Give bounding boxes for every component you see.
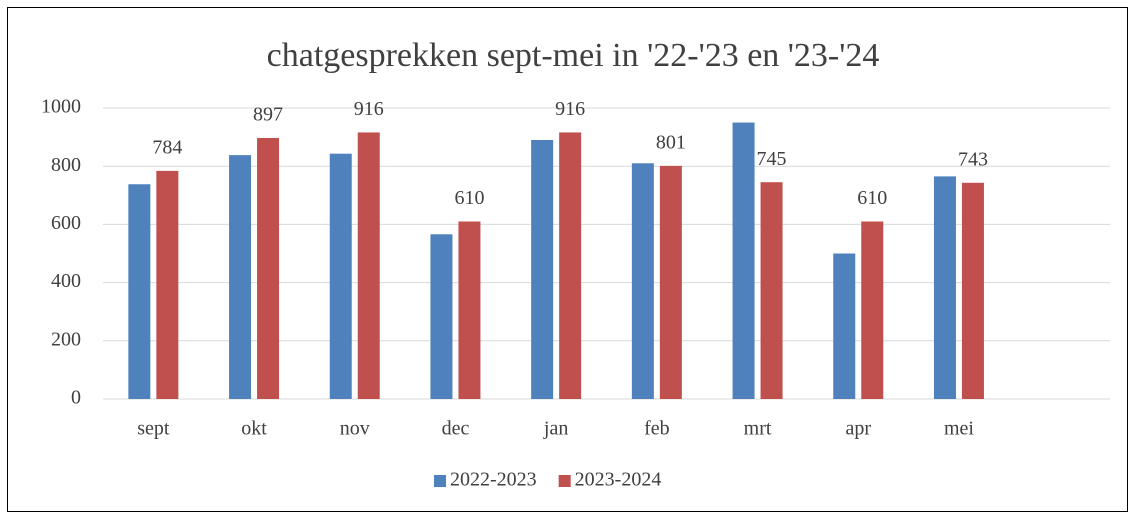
y-tick-label: 1000 <box>41 96 81 118</box>
x-tick-label: mrt <box>744 418 772 440</box>
bar <box>760 182 783 399</box>
chart-title: chatgesprekken sept-mei in '22-'23 en '2… <box>267 37 880 74</box>
legend-label: 2022-2023 <box>450 469 537 491</box>
x-tick-label: dec <box>442 418 470 440</box>
bar <box>659 165 682 399</box>
bar <box>458 221 481 399</box>
bar <box>559 132 582 399</box>
x-tick-label: mei <box>944 418 974 440</box>
bar <box>631 163 654 399</box>
y-tick-label: 800 <box>51 154 81 176</box>
bar <box>128 184 151 399</box>
bar <box>732 122 755 400</box>
bar <box>357 132 380 399</box>
x-tick-label: feb <box>644 418 670 440</box>
data-label: 784 <box>152 136 182 158</box>
data-label: 801 <box>656 132 686 154</box>
x-tick-label: nov <box>340 418 370 440</box>
legend-swatch <box>434 475 446 487</box>
data-label: 897 <box>253 104 283 126</box>
y-tick-label: 600 <box>51 212 81 234</box>
bar <box>961 182 984 399</box>
x-tick-label: sept <box>137 418 170 440</box>
x-tick-label: okt <box>241 418 267 440</box>
data-label: 916 <box>555 98 585 120</box>
data-label: 743 <box>958 148 988 170</box>
bar <box>861 221 884 399</box>
data-label: 610 <box>454 187 484 209</box>
x-tick-label: apr <box>845 418 871 440</box>
bar <box>833 253 856 399</box>
bar <box>229 155 252 399</box>
data-label: 916 <box>354 98 384 120</box>
y-tick-label: 400 <box>51 270 81 292</box>
bar <box>329 153 352 399</box>
bar <box>430 234 453 399</box>
x-tick-label: jan <box>543 418 568 440</box>
bar <box>257 137 280 399</box>
y-tick-label: 200 <box>51 328 81 350</box>
data-label: 745 <box>757 148 787 170</box>
bar <box>156 170 179 399</box>
data-label: 610 <box>857 187 887 209</box>
bar <box>531 140 554 399</box>
legend-swatch <box>558 475 571 487</box>
legend-label: 2023-2024 <box>575 469 662 491</box>
bar <box>933 176 956 399</box>
y-tick-label: 0 <box>71 387 81 409</box>
